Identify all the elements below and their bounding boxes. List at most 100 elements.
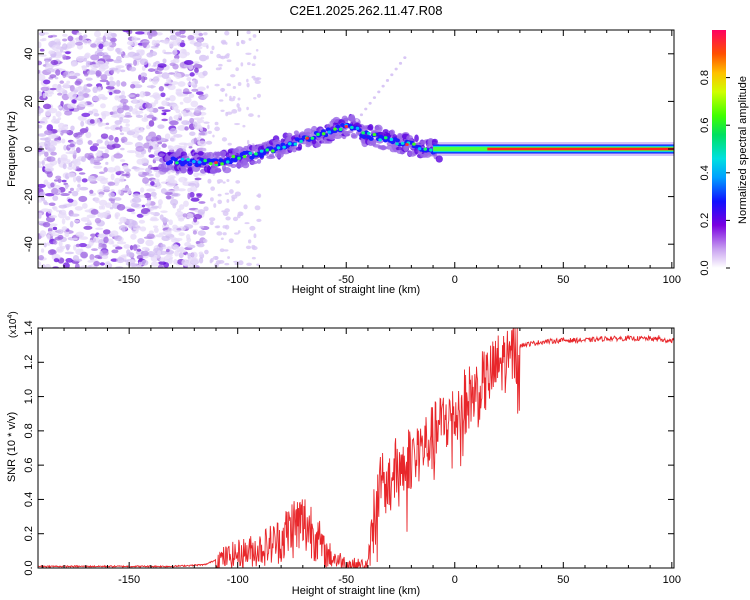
snr-y-tick-label: 0.4 (23, 492, 35, 507)
noise-speck (129, 66, 137, 72)
colorbar-tick-label: 0.2 (699, 213, 711, 228)
ridge-halo (344, 131, 351, 137)
snr-y-tick-label: 0.6 (23, 457, 35, 472)
noise-speck (51, 233, 60, 237)
noise-speck (75, 41, 84, 46)
noise-speck (116, 257, 125, 264)
noise-speck (172, 58, 180, 64)
noise-speck (251, 63, 256, 66)
noise-speck (244, 222, 250, 225)
noise-speck (113, 153, 123, 159)
faint-feature (377, 90, 381, 94)
colorbar-tick-label: 0.8 (699, 70, 711, 85)
noise-speck (52, 226, 58, 231)
noise-speck (72, 254, 80, 262)
noise-speck (98, 66, 106, 72)
noise-speck (146, 211, 154, 215)
noise-speck (211, 45, 215, 51)
faint-feature (368, 101, 372, 105)
noise-speck (132, 84, 143, 89)
noise-speck (58, 122, 65, 130)
noise-speck (157, 63, 167, 68)
noise-speck (96, 175, 106, 182)
ridge-peak (310, 136, 315, 140)
noise-speck (249, 225, 256, 231)
noise-speck (206, 85, 209, 89)
ridge-peak (316, 132, 320, 136)
noise-speck (189, 117, 195, 124)
spectrogram-y-tick-label: 0 (23, 146, 35, 152)
ridge-halo (222, 167, 232, 174)
noise-speck (103, 41, 113, 46)
snr-frame (37, 327, 675, 569)
noise-speck (254, 80, 261, 85)
noise-speck (114, 197, 122, 201)
ridge-core (325, 127, 331, 132)
noise-speck (137, 135, 144, 141)
noise-speck (147, 251, 155, 258)
noise-speck (185, 107, 195, 111)
noise-speck (194, 79, 199, 85)
noise-speck (76, 187, 80, 193)
noise-speck (142, 177, 150, 184)
noise-speck (158, 85, 164, 92)
noise-speck (114, 177, 121, 184)
noise-speck (178, 176, 188, 183)
ridge-peak (282, 145, 286, 149)
noise-speck (123, 244, 131, 249)
noise-speck (97, 121, 104, 127)
noise-speck (186, 142, 194, 147)
noise-speck (143, 236, 153, 239)
noise-speck (90, 54, 100, 61)
noise-speck (147, 135, 152, 140)
noise-speck (103, 236, 109, 244)
noise-speck (193, 36, 203, 39)
noise-speck (105, 85, 115, 90)
noise-speck (59, 157, 69, 161)
ridge-peak (355, 126, 360, 130)
noise-speck (79, 91, 84, 95)
noise-speck (120, 136, 128, 143)
noise-speck (185, 253, 194, 256)
noise-speck (190, 100, 199, 108)
noise-speck (46, 234, 51, 240)
noise-speck (71, 99, 77, 104)
noise-speck (59, 209, 67, 216)
noise-speck (46, 68, 55, 73)
noise-speck (123, 141, 134, 145)
noise-speck (246, 106, 249, 111)
noise-speck (100, 152, 110, 159)
ridge-peak (423, 147, 428, 151)
noise-speck (193, 42, 203, 47)
noise-speck (83, 225, 93, 230)
noise-speck (87, 176, 97, 183)
ridge-peak (350, 125, 354, 130)
noise-speck (49, 249, 56, 255)
spectrogram-x-tick-label: 0 (452, 274, 458, 286)
noise-speck (89, 119, 96, 124)
noise-speck (209, 50, 214, 55)
ridge-halo (158, 153, 166, 157)
noise-speck (64, 251, 75, 255)
noise-speck (160, 210, 168, 213)
snr-y-tick-label: 1.2 (23, 355, 35, 370)
noise-speck (176, 93, 184, 97)
noise-speck (199, 127, 203, 132)
spectrogram-ridge (157, 56, 674, 175)
noise-speck (198, 54, 208, 62)
noise-speck (81, 112, 91, 117)
noise-speck (222, 225, 228, 229)
ridge-core (394, 138, 400, 143)
ridge-peak (186, 158, 191, 162)
noise-speck (132, 98, 137, 104)
noise-speck (223, 249, 229, 252)
noise-speck (237, 82, 242, 86)
noise-speck (251, 246, 258, 251)
noise-speck (49, 87, 57, 91)
noise-speck (52, 115, 56, 121)
noise-speck (255, 77, 262, 81)
noise-speck (71, 237, 78, 241)
noise-speck (110, 230, 119, 237)
noise-speck (154, 149, 160, 154)
noise-speck (38, 261, 42, 267)
